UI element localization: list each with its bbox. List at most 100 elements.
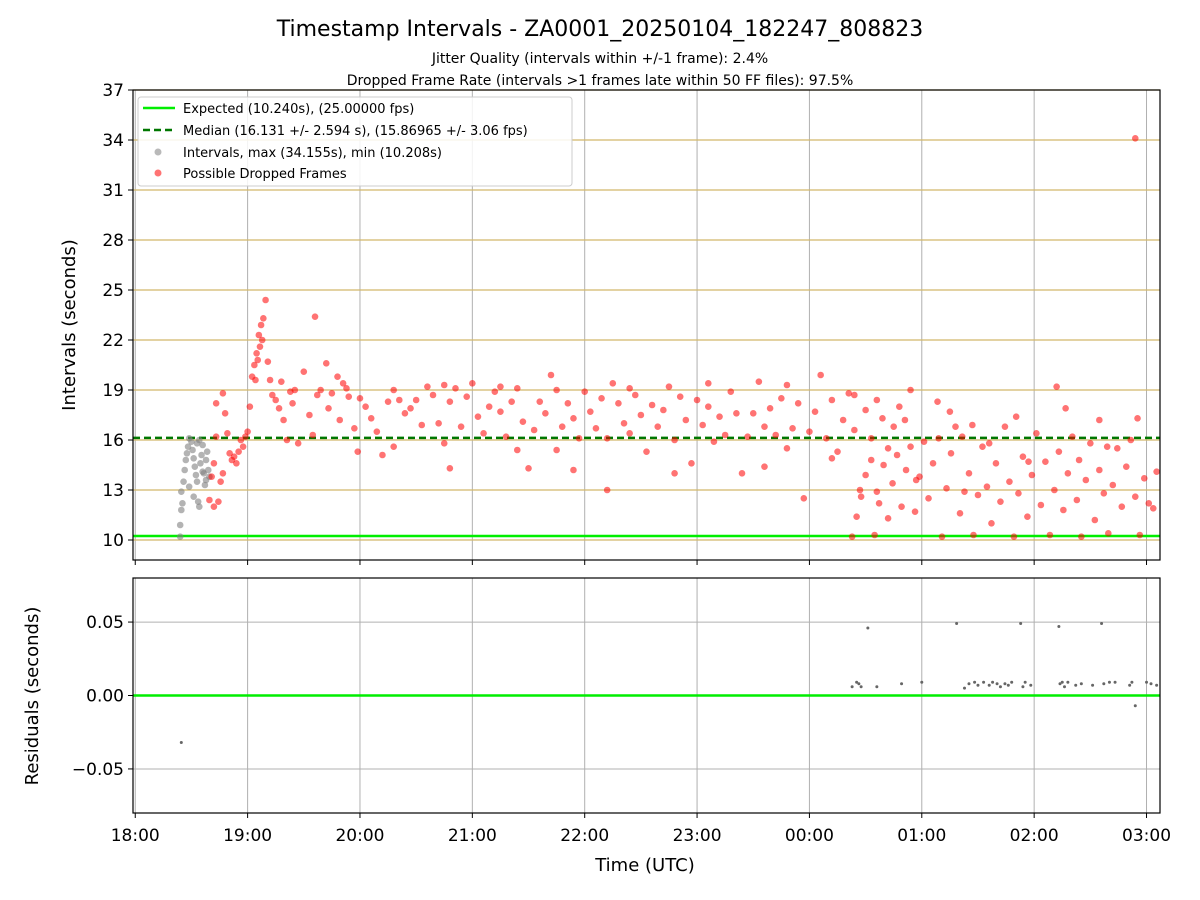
residuals-ylabel: Residuals (seconds) [22, 607, 43, 786]
dropped-frame-point [916, 473, 923, 480]
dropped-frame-point [761, 423, 768, 430]
time-xtick-label: 01:00 [897, 826, 946, 846]
dropped-frame-point [1046, 531, 1054, 539]
dropped-frame-point [237, 436, 245, 444]
dropped-frame-point [733, 410, 740, 417]
residual-point [1091, 683, 1095, 687]
legend-median-label: Median (16.131 +/- 2.594 s), (15.86965 +… [183, 124, 528, 139]
dropped-frame-point [373, 428, 381, 435]
dropped-frame-point [266, 376, 274, 384]
dropped-frame-point [246, 403, 254, 410]
legend-dropped-label: Possible Dropped Frames [183, 167, 347, 182]
dropped-frame-point [384, 398, 392, 405]
chart-title: Timestamp Intervals - ZA0001_20250104_18… [276, 17, 924, 42]
dropped-frame-point [988, 520, 995, 527]
dropped-frame-point [469, 380, 476, 387]
dropped-frame-point [553, 446, 560, 454]
residual-point [1006, 683, 1010, 687]
dropped-frame-point [362, 403, 369, 410]
dropped-frame-point [1096, 466, 1103, 474]
dropped-frame-point [570, 466, 577, 474]
dropped-frame-point [401, 410, 409, 417]
dropped-frame-point [230, 453, 238, 460]
dropped-frame-point [811, 408, 819, 415]
residual-point [1107, 680, 1111, 684]
interval-point [188, 438, 195, 445]
dropped-frame-point [497, 383, 504, 390]
interval-point [185, 483, 193, 490]
residual-point [875, 685, 879, 689]
dropped-frame-point [1082, 476, 1090, 484]
dropped-frame-point [390, 386, 397, 394]
dropped-frame-point [1006, 478, 1013, 485]
intervals-ytick-label: 16 [102, 431, 124, 451]
dropped-frame-point [907, 386, 914, 394]
dropped-frame-point [873, 488, 881, 495]
dropped-frame-point [898, 503, 905, 510]
dropped-frame-point [322, 360, 330, 367]
residual-point [1079, 682, 1083, 686]
dropped-frame-point [1028, 471, 1036, 479]
residual-point [1062, 685, 1066, 689]
residuals-ytick-label: 0.05 [86, 613, 124, 633]
dropped-frame-point [828, 396, 836, 404]
dropped-frame-point [603, 486, 611, 494]
dropped-frame-point [239, 443, 247, 450]
dropped-frame-point [221, 410, 229, 417]
dropped-frame-point [862, 471, 869, 479]
dropped-frame-point [985, 440, 993, 447]
interval-point [192, 471, 200, 479]
interval-point [180, 478, 187, 485]
residual-point [1003, 682, 1007, 686]
dropped-frame-point [970, 531, 977, 539]
dropped-frame-point [235, 448, 242, 455]
dropped-frame-point [961, 488, 968, 495]
residual-point [973, 680, 977, 684]
dropped-frame-point [570, 415, 577, 422]
dropped-frame-point [884, 515, 892, 522]
time-xtick-label: 03:00 [1122, 826, 1171, 846]
dropped-frame-point [1033, 430, 1040, 437]
residual-point [1145, 680, 1149, 684]
dropped-frame-point [1131, 493, 1139, 500]
dropped-frame-point [853, 513, 860, 520]
dropped-frame-point [325, 405, 332, 412]
residual-point [179, 741, 183, 744]
residual-point [995, 682, 999, 686]
residual-point [1057, 624, 1061, 628]
dropped-frame-point [783, 381, 791, 389]
residual-point [1074, 683, 1078, 687]
interval-point [190, 455, 197, 462]
dropped-frame-point [224, 430, 231, 437]
residual-point [1023, 680, 1027, 684]
dropped-frame-point [1064, 470, 1072, 477]
dropped-frame-point [592, 425, 600, 432]
dropped-frame-point [513, 385, 521, 392]
dropped-frame-point [893, 451, 901, 459]
residual-point [987, 683, 991, 687]
dropped-frame-point [896, 403, 903, 410]
dropped-frame-point [251, 361, 258, 369]
residuals-xlabel: Time (UTC) [594, 855, 695, 876]
dropped-frame-point [262, 296, 269, 304]
dropped-frame-point [1012, 413, 1020, 420]
intervals-points [176, 135, 1160, 540]
dropped-frame-point [1096, 416, 1103, 424]
residuals-points [179, 622, 1159, 744]
residual-point [998, 685, 1002, 689]
dropped-frame-point [581, 388, 589, 395]
dropped-frame-point [947, 450, 955, 457]
dropped-frame-point [755, 378, 763, 385]
dropped-frame-point [671, 470, 678, 477]
residual-point [1066, 680, 1070, 684]
dropped-frame-point [1024, 513, 1031, 520]
dropped-frame-point [817, 371, 824, 379]
residual-point [920, 680, 924, 684]
residuals-axes: 0.05 0.00 −0.05 18:00 19:00 20:00 21:00 22:00 2… [22, 577, 1171, 876]
dropped-frame-point [313, 391, 321, 399]
residual-point [1029, 683, 1033, 687]
dropped-frame-point [336, 416, 344, 424]
dropped-frame-point [761, 463, 768, 470]
intervals-ytick-label: 31 [102, 181, 124, 201]
dropped-frame-point [704, 403, 712, 410]
